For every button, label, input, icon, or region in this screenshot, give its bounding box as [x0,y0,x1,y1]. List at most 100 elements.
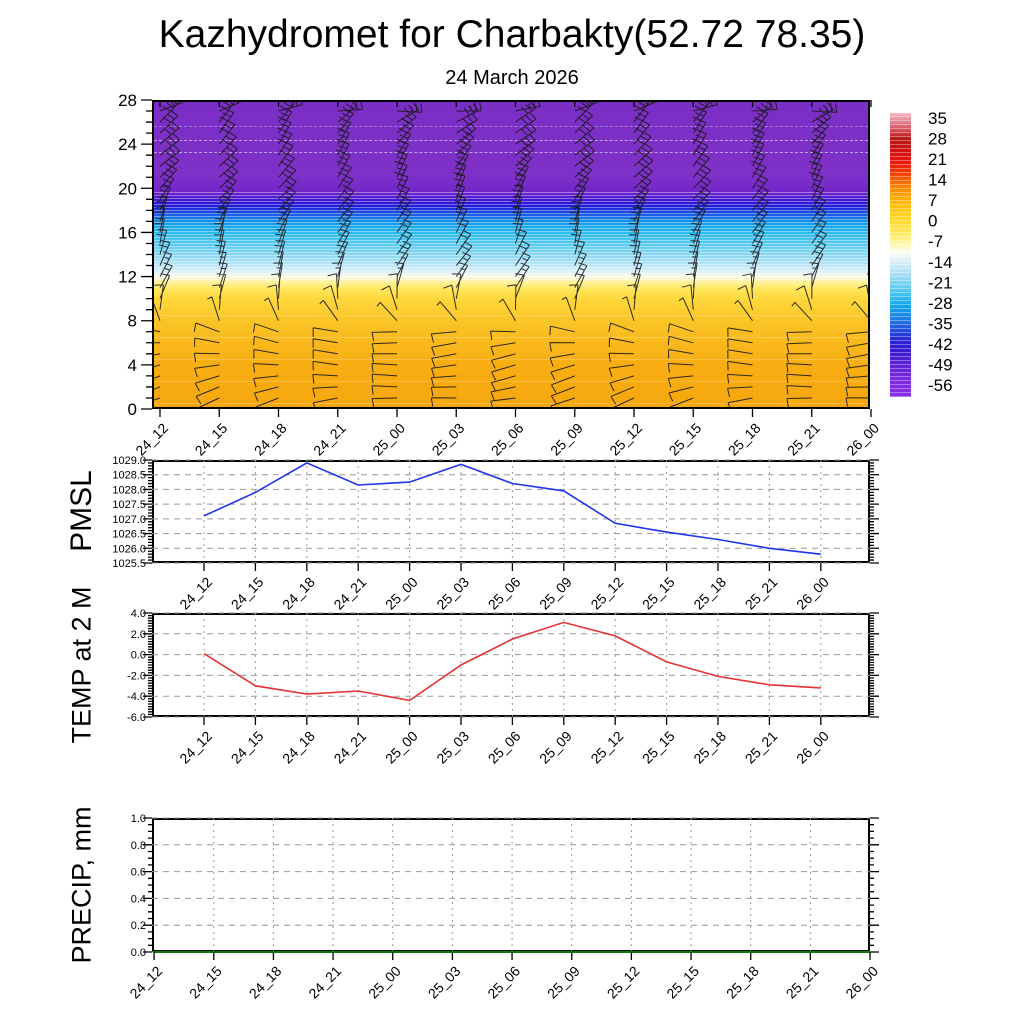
contour-striations-cold-band [154,190,868,281]
temp-panel [152,613,870,717]
svg-text:24_21: 24_21 [330,728,369,767]
temp-at-2-m-line [203,621,821,702]
svg-text:26_00: 26_00 [793,728,832,767]
svg-text:1027.5: 1027.5 [112,499,146,511]
svg-text:-4.0: -4.0 [127,691,146,703]
pmsl-line [203,462,821,555]
svg-text:26_00: 26_00 [793,574,832,613]
contour-line [154,126,868,128]
svg-text:24_18: 24_18 [246,963,285,1002]
svg-text:1029.0: 1029.0 [112,455,146,467]
svg-text:25_12: 25_12 [606,420,645,459]
contour-line [154,140,868,142]
svg-text:1.0: 1.0 [131,813,146,825]
svg-text:-35: -35 [928,314,953,333]
svg-text:25_03: 25_03 [429,420,468,459]
svg-text:25_18: 25_18 [725,420,764,459]
svg-text:24_21: 24_21 [305,963,344,1002]
svg-text:4: 4 [128,356,137,375]
svg-text:35: 35 [928,109,947,128]
svg-text:25_15: 25_15 [666,420,705,459]
svg-text:24_15: 24_15 [186,963,225,1002]
svg-text:-42: -42 [928,335,953,354]
svg-text:25_09: 25_09 [547,420,586,459]
svg-text:21: 21 [928,150,947,169]
svg-text:28: 28 [928,130,947,149]
temperature-colorbar [890,113,911,397]
svg-text:24_15: 24_15 [228,574,267,613]
svg-text:0.8: 0.8 [131,840,146,852]
svg-text:25_06: 25_06 [484,963,523,1002]
svg-text:24_18: 24_18 [279,728,318,767]
svg-text:0.0: 0.0 [131,947,146,959]
svg-text:-6.0: -6.0 [127,712,146,724]
svg-text:26_00: 26_00 [842,963,881,1002]
svg-text:-14: -14 [928,253,953,272]
svg-text:25_03: 25_03 [433,574,472,613]
svg-text:25_18: 25_18 [690,574,729,613]
contour-line [154,152,868,154]
svg-text:2.0: 2.0 [131,629,146,641]
svg-text:-2.0: -2.0 [127,670,146,682]
svg-text:4.0: 4.0 [131,608,146,620]
svg-text:24_21: 24_21 [310,420,349,459]
svg-text:25_09: 25_09 [536,728,575,767]
page-subtitle: 24 March 2026 [445,67,579,89]
svg-text:16: 16 [118,223,137,242]
svg-text:-7: -7 [928,232,943,251]
svg-text:25_21: 25_21 [783,963,822,1002]
svg-text:24_12: 24_12 [126,963,165,1002]
svg-text:25_00: 25_00 [382,728,421,767]
svg-text:26_00: 26_00 [843,420,882,459]
svg-text:25_00: 25_00 [382,574,421,613]
svg-text:14: 14 [928,171,947,190]
svg-text:25_06: 25_06 [485,574,524,613]
svg-text:24_18: 24_18 [251,420,290,459]
svg-text:-21: -21 [928,273,953,292]
svg-text:1028.5: 1028.5 [112,470,146,482]
svg-text:24_12: 24_12 [176,574,215,613]
svg-text:25_12: 25_12 [587,728,626,767]
svg-text:24_12: 24_12 [176,728,215,767]
svg-text:25_18: 25_18 [723,963,762,1002]
svg-text:0: 0 [128,400,137,419]
svg-text:25_21: 25_21 [742,728,781,767]
svg-text:-49: -49 [928,355,953,374]
svg-text:25_00: 25_00 [365,963,404,1002]
svg-text:-28: -28 [928,294,953,313]
svg-text:1028.0: 1028.0 [112,484,146,496]
svg-text:24_15: 24_15 [192,420,231,459]
svg-text:25_06: 25_06 [485,728,524,767]
svg-text:7: 7 [928,191,937,210]
svg-text:0.0: 0.0 [131,650,146,662]
svg-text:-56: -56 [928,376,953,395]
svg-text:0.2: 0.2 [131,920,146,932]
svg-text:25_15: 25_15 [663,963,702,1002]
svg-text:25_21: 25_21 [742,574,781,613]
axis-ticks [141,99,879,960]
pmsl-panel [152,460,870,563]
svg-text:1025.5: 1025.5 [112,558,146,570]
svg-text:25_21: 25_21 [784,420,823,459]
svg-text:1027.0: 1027.0 [112,514,146,526]
svg-text:25_09: 25_09 [536,574,575,613]
svg-text:24: 24 [118,135,137,154]
svg-text:24_15: 24_15 [228,728,267,767]
svg-text:25_12: 25_12 [587,574,626,613]
svg-text:28: 28 [118,91,137,110]
page-title: Kazhydromet for Charbakty(52.72 78.35) [158,13,866,56]
colorbar-segments [890,113,911,397]
svg-text:25_18: 25_18 [690,728,729,767]
svg-text:25_15: 25_15 [639,574,678,613]
svg-text:25_12: 25_12 [604,963,643,1002]
svg-text:12: 12 [118,268,137,287]
svg-text:24_21: 24_21 [330,574,369,613]
svg-text:20: 20 [118,179,137,198]
svg-text:0.4: 0.4 [131,893,146,905]
svg-text:25_00: 25_00 [369,420,408,459]
svg-text:25_06: 25_06 [488,420,527,459]
svg-text:0.6: 0.6 [131,867,146,879]
svg-text:1026.5: 1026.5 [112,529,146,541]
